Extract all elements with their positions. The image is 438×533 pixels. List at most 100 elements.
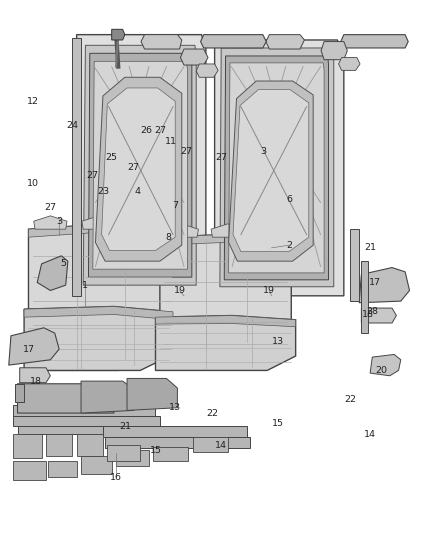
Polygon shape [9,328,59,365]
Polygon shape [263,191,307,216]
Polygon shape [361,261,368,333]
Polygon shape [82,216,115,229]
Polygon shape [34,216,67,229]
Text: 16: 16 [110,473,122,481]
Text: 21: 21 [364,244,376,252]
Polygon shape [211,224,244,237]
Polygon shape [15,384,24,402]
Polygon shape [196,64,218,77]
Polygon shape [155,316,296,370]
Polygon shape [13,416,160,426]
Polygon shape [107,445,140,461]
Polygon shape [13,405,155,416]
Text: 24: 24 [66,121,78,130]
Polygon shape [361,308,396,323]
Polygon shape [74,35,206,296]
Text: 18: 18 [362,310,374,319]
Text: 22: 22 [206,409,219,417]
Text: 27: 27 [86,172,98,180]
Polygon shape [339,58,360,70]
Text: 27: 27 [180,148,192,156]
Polygon shape [141,35,182,49]
Text: 12: 12 [27,97,39,106]
Text: 28: 28 [366,308,378,316]
Polygon shape [46,434,72,456]
Polygon shape [229,63,324,273]
Text: 14: 14 [215,441,227,449]
Polygon shape [153,447,188,461]
Polygon shape [266,35,304,49]
Polygon shape [83,45,196,285]
Text: 5: 5 [60,260,67,268]
Polygon shape [102,88,175,251]
Polygon shape [13,434,42,458]
Text: 25: 25 [106,153,118,161]
Text: 10: 10 [27,180,39,188]
Text: 22: 22 [344,395,357,404]
Text: 11: 11 [165,137,177,146]
Text: 27: 27 [44,204,57,212]
Text: 13: 13 [169,403,181,412]
Polygon shape [37,256,68,290]
Polygon shape [321,42,347,60]
Polygon shape [350,229,359,301]
Text: 15: 15 [272,419,284,428]
Polygon shape [193,437,228,452]
Polygon shape [28,224,175,370]
Text: 21: 21 [119,422,131,431]
Text: 20: 20 [375,366,387,375]
Polygon shape [127,378,177,410]
Polygon shape [359,268,410,303]
Polygon shape [88,53,192,277]
Polygon shape [112,29,125,40]
Polygon shape [105,437,250,448]
Text: 14: 14 [364,430,376,439]
Polygon shape [72,38,81,296]
Polygon shape [77,434,103,456]
Text: 26: 26 [141,126,153,135]
Text: 27: 27 [215,153,227,161]
Polygon shape [116,450,149,466]
Polygon shape [165,224,198,237]
Polygon shape [93,61,187,269]
Polygon shape [95,77,182,261]
Text: 2: 2 [286,241,292,249]
Text: 23: 23 [97,188,109,196]
Text: 8: 8 [166,233,172,241]
Polygon shape [151,224,182,252]
Text: 19: 19 [263,286,276,295]
Text: 27: 27 [154,126,166,135]
Polygon shape [13,461,46,480]
Polygon shape [160,235,291,352]
Text: 15: 15 [149,446,162,455]
Text: 18: 18 [30,377,42,385]
Polygon shape [201,35,266,48]
Text: 1: 1 [82,281,88,289]
Polygon shape [81,456,112,474]
Text: 17: 17 [22,345,35,353]
Polygon shape [220,48,334,287]
Polygon shape [24,306,173,370]
Text: 27: 27 [127,164,140,172]
Polygon shape [180,49,208,65]
Polygon shape [370,354,401,376]
Polygon shape [224,56,328,280]
Polygon shape [18,384,114,413]
Polygon shape [155,316,296,327]
Polygon shape [103,426,247,437]
Polygon shape [18,426,162,434]
Polygon shape [215,40,344,296]
Polygon shape [28,224,175,237]
Polygon shape [24,306,173,320]
Polygon shape [20,368,50,383]
Polygon shape [341,35,408,48]
Polygon shape [81,381,134,413]
Text: 6: 6 [286,196,292,204]
Text: 17: 17 [368,278,381,287]
Text: 3: 3 [56,217,62,225]
Text: 13: 13 [272,337,284,345]
Text: 7: 7 [172,201,178,209]
Text: 3: 3 [260,148,266,156]
Text: 19: 19 [173,286,186,295]
Polygon shape [233,90,309,252]
